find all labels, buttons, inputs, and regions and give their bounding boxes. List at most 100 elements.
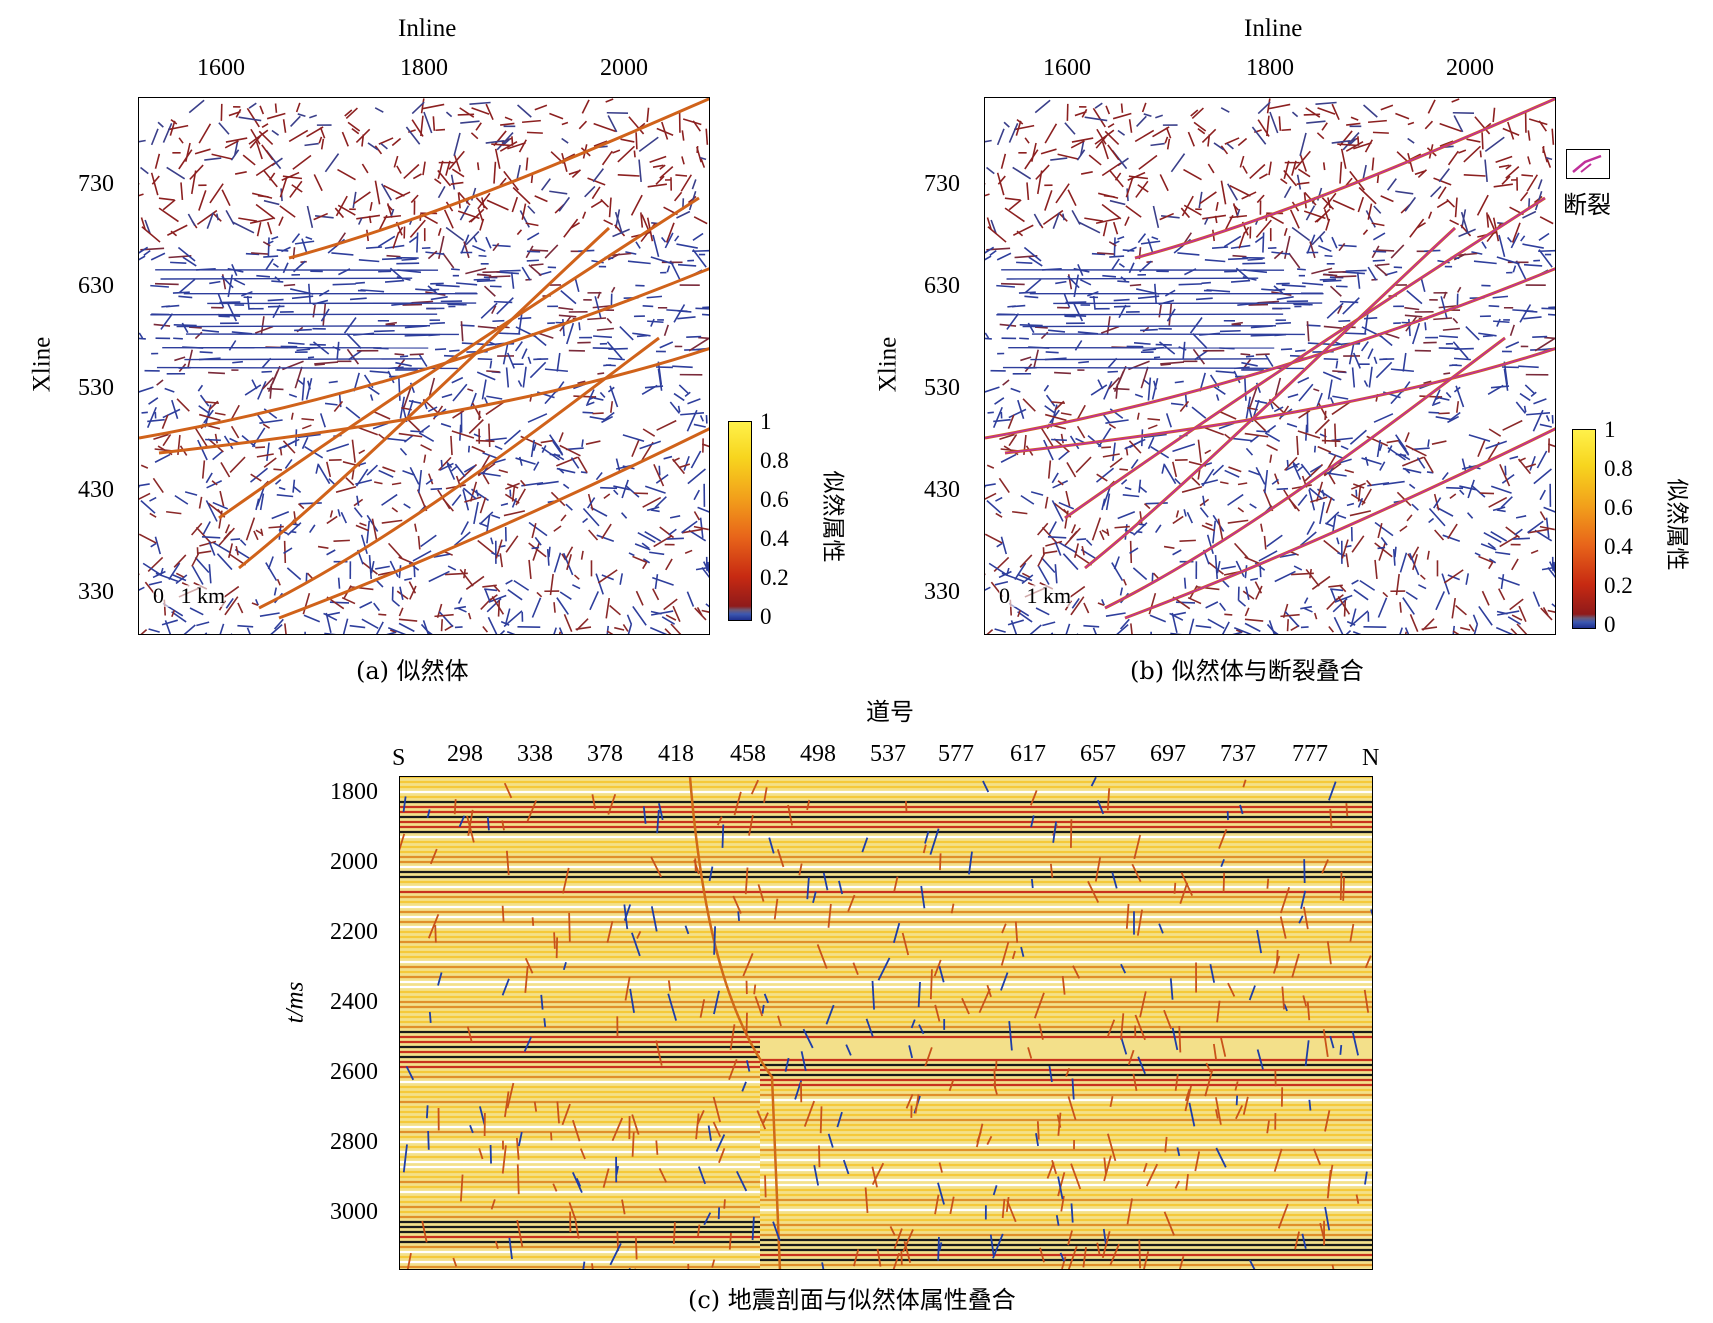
fracture-mark — [291, 233, 301, 244]
fracture-mark — [1092, 627, 1097, 634]
fracture-mark — [1319, 236, 1324, 243]
fracture-mark — [540, 439, 554, 444]
fracture-mark — [1514, 528, 1523, 536]
fracture-mark — [238, 116, 262, 122]
fracture-mark — [301, 417, 315, 421]
fracture-mark — [590, 506, 608, 517]
likelihood-mark — [1277, 1203, 1289, 1229]
fracture-mark — [1197, 439, 1202, 463]
fracture-mark — [1070, 140, 1085, 149]
fracture-mark — [642, 496, 662, 508]
fracture-mark — [513, 579, 530, 591]
fracture-mark — [1006, 567, 1010, 576]
fracture-mark — [1506, 236, 1513, 243]
fracture-mark — [411, 119, 424, 137]
fracture-mark — [1488, 305, 1500, 308]
fracture-mark — [1304, 607, 1313, 613]
fracture-mark — [1024, 295, 1039, 299]
fracture-mark — [1249, 384, 1259, 408]
fracture-mark — [1486, 212, 1490, 228]
likelihood-mark — [877, 957, 891, 981]
fracture-mark — [402, 470, 415, 476]
fracture-mark — [267, 556, 274, 570]
fracture-mark — [1364, 456, 1369, 466]
likelihood-mark — [503, 782, 513, 799]
fracture-mark — [1249, 434, 1260, 443]
fracture-mark — [1455, 604, 1467, 616]
fracture-mark — [1207, 163, 1215, 174]
fracture-mark — [387, 626, 407, 634]
fracture-mark — [1472, 614, 1479, 625]
fracture-mark — [1172, 461, 1178, 478]
fracture-mark — [1152, 572, 1159, 579]
fracture-mark — [1010, 387, 1021, 393]
fracture-mark — [1539, 423, 1552, 428]
fracture-mark — [1352, 630, 1362, 634]
likelihood-mark — [745, 1060, 751, 1072]
fracture-mark — [479, 497, 487, 514]
fracture-mark — [1536, 450, 1548, 469]
fracture-mark — [140, 500, 156, 514]
fracture-mark — [533, 461, 540, 471]
fracture-mark — [1108, 241, 1117, 247]
fracture-mark — [403, 434, 414, 443]
likelihood-mark — [1052, 821, 1057, 843]
fracture-mark — [325, 612, 332, 634]
fracture-mark — [1104, 130, 1120, 145]
fracture-mark — [597, 372, 605, 375]
fracture-mark — [669, 401, 681, 414]
fracture-mark — [428, 377, 436, 396]
fracture-mark — [1269, 454, 1273, 463]
fracture-mark — [492, 319, 505, 323]
likelihood-mark — [1215, 1097, 1222, 1125]
fracture-mark — [1138, 154, 1158, 170]
fracture-mark — [308, 524, 316, 534]
fracture-mark — [641, 542, 650, 550]
fracture-mark — [558, 631, 562, 634]
fracture-mark — [1220, 180, 1227, 205]
fracture-mark — [301, 424, 312, 430]
fracture-mark — [295, 102, 301, 113]
fracture-mark — [140, 464, 149, 469]
fracture-mark — [349, 297, 367, 301]
fracture-mark — [1274, 570, 1296, 583]
fracture-mark — [1119, 618, 1130, 630]
fracture-mark — [1485, 440, 1508, 450]
fracture-mark — [678, 384, 689, 394]
fracture-mark — [1523, 310, 1538, 313]
fracture-mark — [262, 423, 271, 429]
fracture-mark — [328, 478, 336, 485]
fracture-mark — [468, 214, 479, 223]
fracture-mark — [1008, 123, 1019, 143]
fracture-mark — [158, 197, 175, 201]
fracture-mark — [1074, 340, 1083, 351]
fracture-mark — [548, 546, 551, 558]
fracture-mark — [184, 358, 423, 361]
fracture-mark — [1276, 295, 1294, 301]
fracture-mark — [639, 440, 662, 450]
likelihood-mark — [427, 1130, 430, 1150]
likelihood-mark — [571, 1171, 583, 1193]
fracture-mark — [305, 378, 313, 400]
fracture-mark — [1309, 464, 1322, 473]
fracture-mark — [1443, 291, 1447, 299]
fracture-mark — [265, 258, 274, 271]
fault-trace — [278, 427, 709, 620]
fracture-mark — [1067, 275, 1080, 289]
fracture-mark — [1351, 535, 1365, 553]
fracture-mark — [1004, 197, 1021, 201]
fracture-mark — [1227, 519, 1249, 524]
panel-c-time-title: t/ms — [281, 981, 309, 1024]
likelihood-mark — [1014, 921, 1019, 943]
fracture-mark — [271, 280, 284, 283]
fracture-mark — [1258, 173, 1268, 180]
fracture-mark — [1386, 439, 1400, 444]
fracture-mark — [149, 512, 157, 518]
likelihood-mark — [1215, 1109, 1219, 1119]
fracture-mark — [585, 401, 595, 407]
fracture-mark — [206, 212, 215, 229]
fracture-mark — [1428, 507, 1446, 527]
fracture-mark — [1442, 534, 1461, 543]
interpreted-fault — [1134, 98, 1555, 259]
fracture-mark — [1254, 236, 1264, 244]
